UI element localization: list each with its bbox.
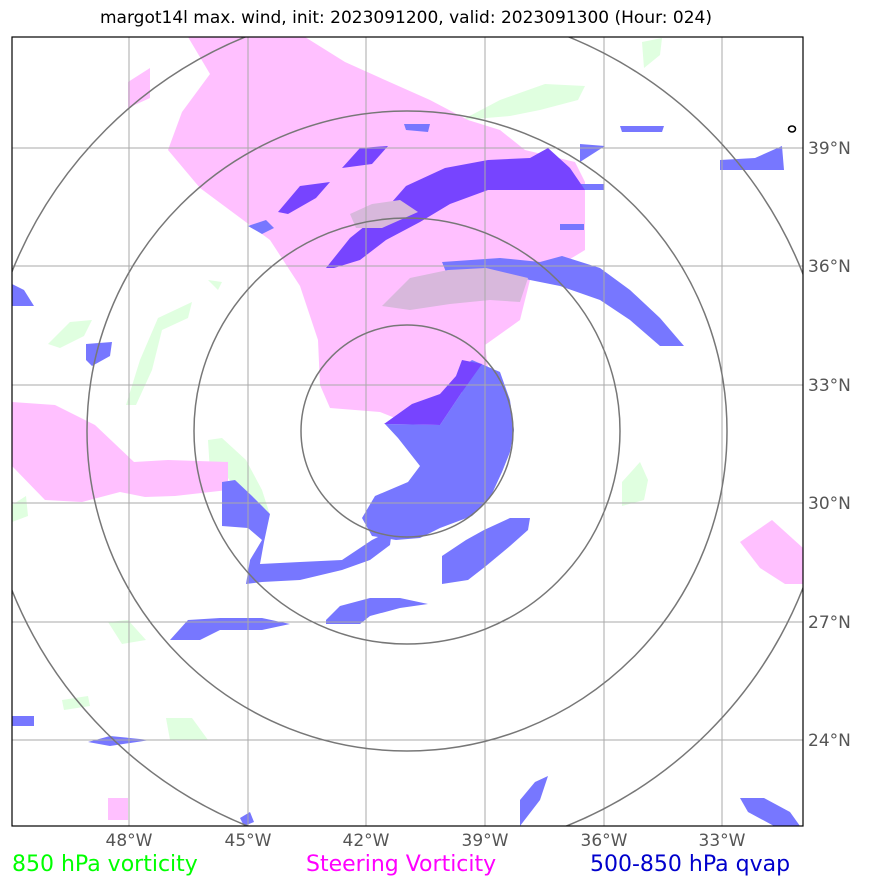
steering-vorticity-patch [12,402,228,502]
lat-label: 27°N [808,613,851,633]
qvap-overlap-band [326,148,585,268]
lat-label: 30°N [808,494,851,514]
lat-label: 33°N [808,376,851,396]
lon-label: 45°W [225,831,272,851]
qvap-band [222,480,392,584]
vorticity-850-patch [622,462,648,506]
vorticity-850-patch [642,38,662,68]
range-ring-2 [193,217,621,645]
qvap-layer [12,124,800,826]
longitude-labels: 48°W 45°W 42°W 39°W 36°W 33°W [106,831,746,851]
lat-label: 24°N [808,731,851,751]
vorticity-850-patch [48,320,92,348]
lon-label: 33°W [699,831,746,851]
legend-850-vorticity: 850 hPa vorticity [12,852,198,877]
qvap-streak [170,618,290,640]
qvap-patch [580,184,604,190]
steering-vorticity-patch [740,520,803,584]
qvap-patch [248,220,274,234]
lon-label: 36°W [581,831,628,851]
qvap-overlap-core [384,360,482,425]
qvap-streak [326,598,428,624]
vorticity-850-patch [126,302,192,405]
steering-vorticity-patch [128,68,150,108]
qvap-patch [12,716,34,726]
lon-label: 42°W [343,831,390,851]
qvap-overlap-patch [342,146,388,168]
overlap-gray-band [350,200,418,228]
qvap-patch [560,224,584,230]
vorticity-850-patch [208,280,222,290]
qvap-patch [240,812,254,826]
range-rings [12,37,803,826]
lon-label: 48°W [106,831,153,851]
qvap-patch [620,126,664,132]
qvap-overlap-layer [278,146,585,425]
lon-label: 39°W [462,831,509,851]
qvap-patch [86,342,112,366]
qvap-overlap-patch [278,182,330,214]
overlap-gray-layer [350,200,528,310]
legend-steering-vorticity: Steering Vorticity [306,852,497,877]
qvap-patch [520,776,548,826]
legend-qvap: 500-850 hPa qvap [590,852,791,877]
qvap-streak [442,256,684,346]
qvap-band-east [442,518,530,584]
gridlines [12,37,803,826]
latitude-labels: 39°N 36°N 33°N 30°N 27°N 24°N [808,139,851,751]
vorticity-850-patch [208,438,270,515]
steering-vorticity-patch [108,798,128,820]
qvap-patch [720,146,784,170]
qvap-patch [12,284,34,306]
map-frame [11,36,804,827]
overlap-gray-band [382,268,528,310]
lat-label: 36°N [808,257,851,277]
qvap-patch [404,124,430,132]
qvap-main-blob [362,360,514,540]
vorticity-850-patch [166,718,208,740]
vorticity-850-patch [108,620,146,644]
map-title: margot14l max. wind, init: 2023091200, v… [99,8,713,28]
range-ring-1 [300,324,514,538]
range-ring-3 [86,110,728,752]
qvap-patch [740,798,800,826]
lat-label: 39°N [808,139,851,159]
vorticity-850-patch [462,84,585,120]
storm-center-marker [787,125,797,133]
qvap-streak [88,736,150,746]
